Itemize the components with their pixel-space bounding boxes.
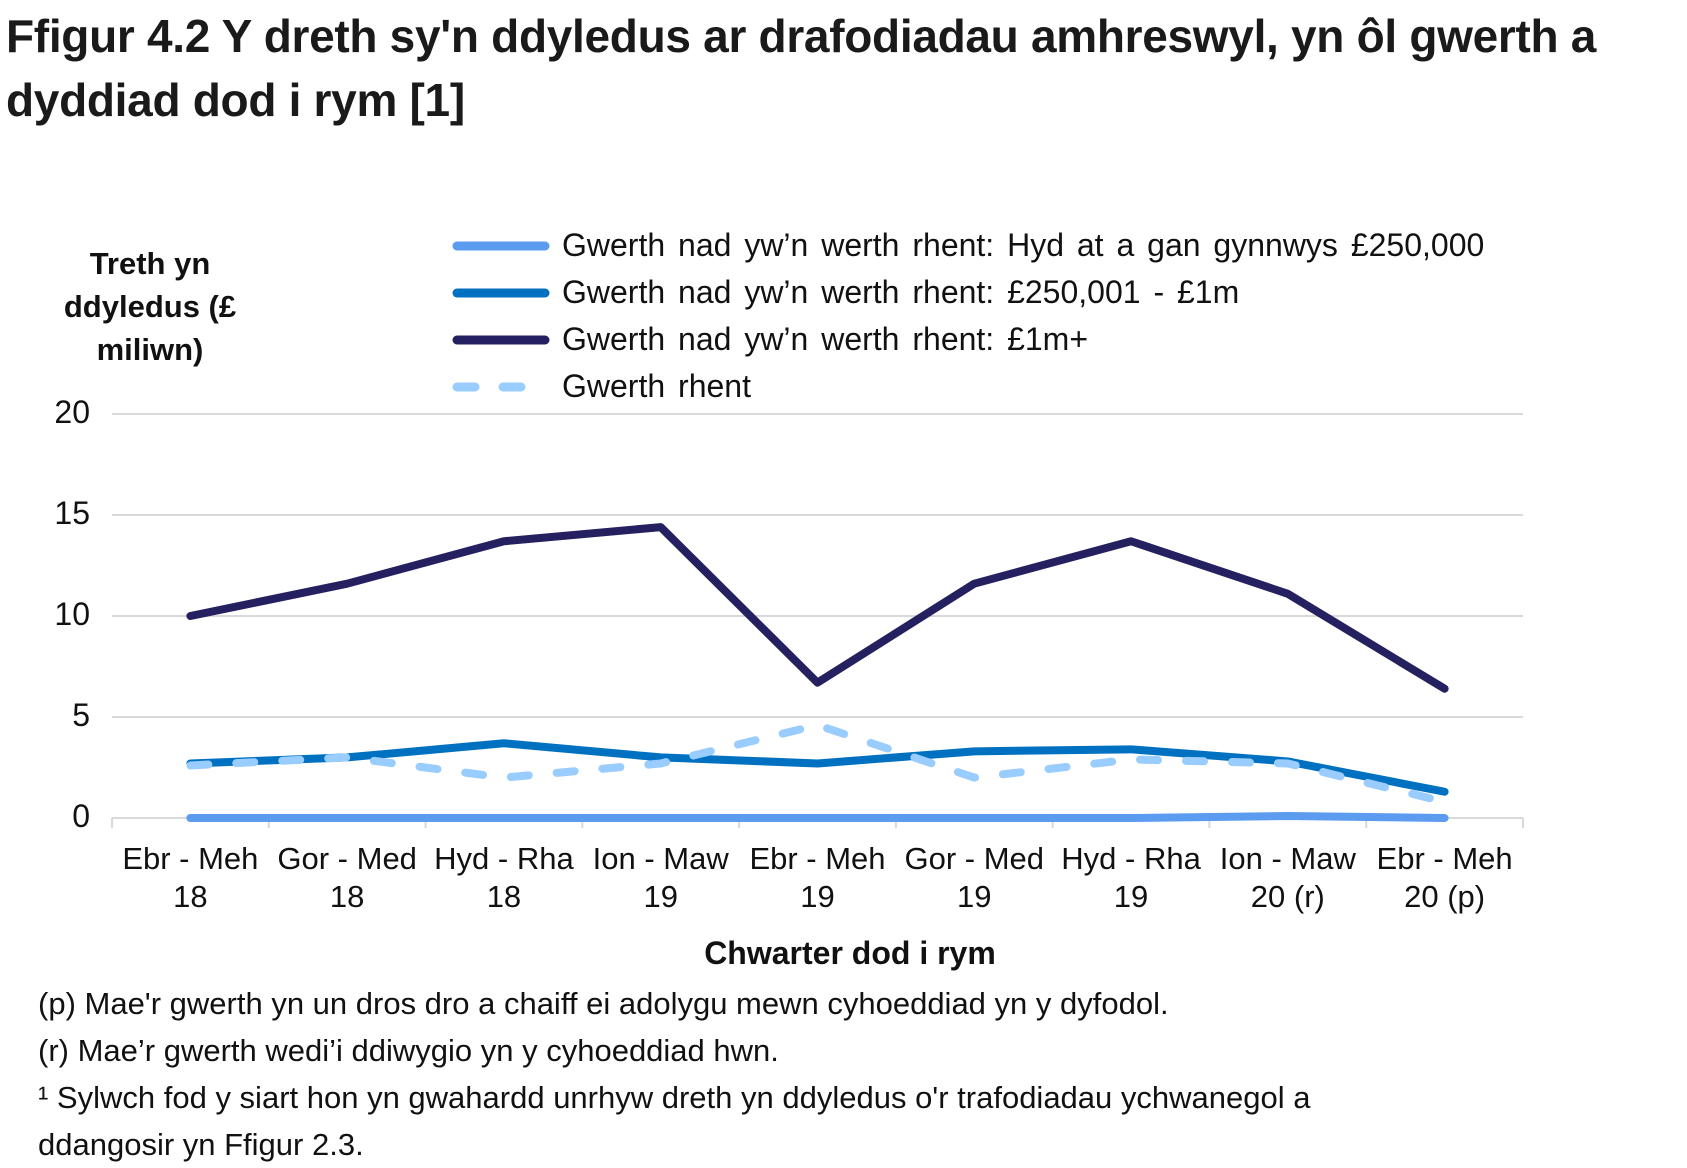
legend-label: Gwerth nad yw’n werth rhent: £250,001 - … xyxy=(562,274,1240,310)
legend-item: Gwerth nad yw’n werth rhent: £1m+ xyxy=(452,316,1484,363)
series-line xyxy=(186,811,1449,822)
y-tick-label: 15 xyxy=(54,495,90,531)
series-line xyxy=(186,739,1449,796)
x-tick-label: Ebr - Meh 19 xyxy=(749,841,886,914)
legend-swatch-solid-line-icon xyxy=(452,288,550,297)
footnote-note-1-continued: ddangosir yn Ffigur 2.3. xyxy=(38,1127,364,1162)
x-tick-label: Ion - Maw 20 (r) xyxy=(1219,841,1356,914)
x-tick-label: Gor - Med 18 xyxy=(277,841,417,914)
series-lines xyxy=(186,523,1449,822)
x-tick-label: Ebr - Meh 20 (p) xyxy=(1376,841,1513,914)
x-tick-label: Gor - Med 19 xyxy=(904,841,1045,914)
x-tick-label: Hyd - Rha 18 xyxy=(434,841,574,914)
legend-item: Gwerth nad yw’n werth rhent: £250,001 - … xyxy=(452,269,1484,316)
legend-swatch-dashed-line-icon xyxy=(452,382,550,391)
y-tick-label: 0 xyxy=(72,798,90,834)
legend-swatch-solid-line-icon xyxy=(452,335,550,344)
legend-item: Gwerth rhent xyxy=(452,363,1484,410)
footnote-provisional: (p) Mae'r gwerth yn un dros dro a chaiff… xyxy=(38,986,1169,1021)
series-line xyxy=(186,523,1449,693)
gridlines xyxy=(112,413,1523,718)
x-axis-title: Chwarter dod i rym xyxy=(704,935,996,971)
x-tick-label: Ebr - Meh 18 xyxy=(122,841,259,914)
footnotes: (p) Mae'r gwerth yn un dros dro a chaiff… xyxy=(38,980,1310,1168)
legend: Gwerth nad yw’n werth rhent: Hyd at a ga… xyxy=(452,222,1484,410)
x-tick-label: Hyd - Rha 19 xyxy=(1061,841,1201,914)
chart-title: Ffigur 4.2 Y dreth sy'n ddyledus ar draf… xyxy=(6,10,1597,126)
footnote-revised: (r) Mae’r gwerth wedi’i ddiwygio yn y cy… xyxy=(38,1033,779,1068)
y-tick-label: 10 xyxy=(54,596,90,632)
legend-label: Gwerth nad yw’n werth rhent: £1m+ xyxy=(562,321,1089,357)
legend-swatch-solid-line-icon xyxy=(452,241,550,250)
legend-label: Gwerth nad yw’n werth rhent: Hyd at a ga… xyxy=(562,227,1485,263)
legend-label: Gwerth rhent xyxy=(562,368,751,404)
footnote-note-1: ¹ Sylwch fod y siart hon yn gwahardd unr… xyxy=(38,1080,1311,1115)
series-line xyxy=(186,721,1449,806)
y-axis-title: Treth yn ddyledus (£ miliwn) xyxy=(63,246,237,367)
y-tick-label: 20 xyxy=(54,394,90,430)
legend-item: Gwerth nad yw’n werth rhent: Hyd at a ga… xyxy=(452,222,1484,269)
x-tick-label: Ion - Maw 19 xyxy=(592,841,729,914)
y-tick-label: 5 xyxy=(72,697,90,733)
